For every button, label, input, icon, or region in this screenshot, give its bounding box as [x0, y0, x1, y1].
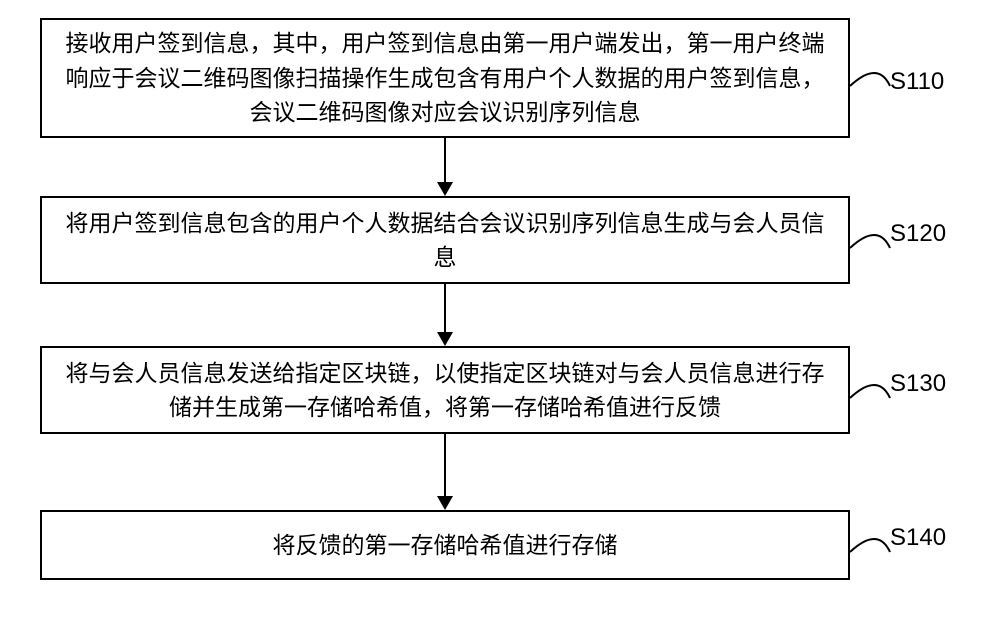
flow-step-text: 将用户签到信息包含的用户个人数据结合会议识别序列信息生成与会人员信息 — [62, 206, 828, 275]
flow-step-label-s140: S140 — [890, 524, 946, 552]
flow-step-s110: 接收用户签到信息，其中，用户签到信息由第一用户端发出，第一用户终端响应于会议二维… — [40, 18, 850, 138]
flow-step-label-s110: S110 — [890, 68, 944, 96]
flow-step-text: 将反馈的第一存储哈希值进行存储 — [273, 528, 618, 563]
label-connector-s120 — [848, 220, 892, 250]
flow-arrow-2 — [435, 284, 455, 346]
flow-step-label-s120: S120 — [890, 220, 946, 248]
flow-step-s130: 将与会人员信息发送给指定区块链，以使指定区块链对与会人员信息进行存储并生成第一存… — [40, 346, 850, 434]
flow-step-label-text: S110 — [890, 68, 944, 95]
flow-step-label-text: S140 — [890, 524, 946, 551]
flow-arrow-3 — [435, 434, 455, 510]
label-connector-s130 — [848, 370, 892, 400]
flow-step-label-s130: S130 — [890, 370, 946, 398]
flow-step-s140: 将反馈的第一存储哈希值进行存储 — [40, 510, 850, 580]
flow-step-label-text: S130 — [890, 370, 946, 397]
flow-step-s120: 将用户签到信息包含的用户个人数据结合会议识别序列信息生成与会人员信息 — [40, 196, 850, 284]
flow-step-label-text: S120 — [890, 220, 946, 247]
flow-arrow-1 — [435, 138, 455, 196]
label-connector-s140 — [848, 524, 892, 554]
flowchart-container: 接收用户签到信息，其中，用户签到信息由第一用户端发出，第一用户终端响应于会议二维… — [0, 0, 1000, 626]
flow-step-text: 将与会人员信息发送给指定区块链，以使指定区块链对与会人员信息进行存储并生成第一存… — [62, 356, 828, 425]
flow-step-text: 接收用户签到信息，其中，用户签到信息由第一用户端发出，第一用户终端响应于会议二维… — [62, 26, 828, 130]
label-connector-s110 — [848, 58, 892, 88]
